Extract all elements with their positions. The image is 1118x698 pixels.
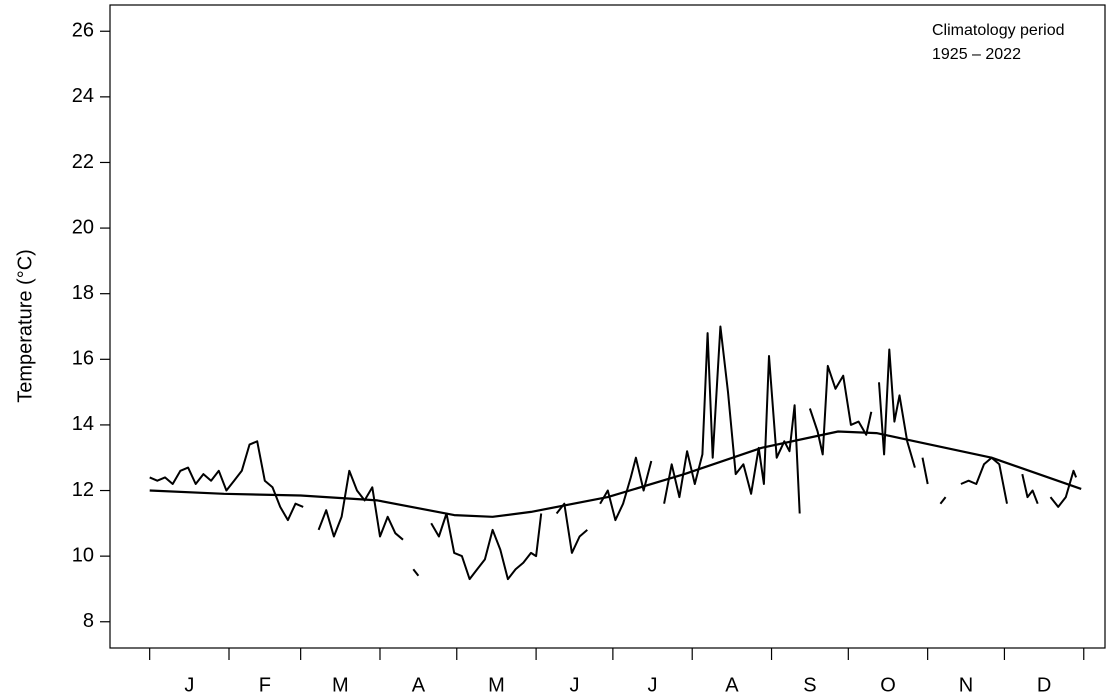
line-series <box>921 457 929 485</box>
line-series <box>149 430 1082 518</box>
y-tick-label: 14 <box>72 413 94 435</box>
line-series <box>878 348 916 468</box>
line-series <box>555 502 588 554</box>
x-tick-label: O <box>880 674 896 696</box>
x-tick-label: J <box>569 674 579 696</box>
y-axis-label: Temperature (°C) <box>14 249 36 403</box>
y-tick-label: 12 <box>72 479 94 501</box>
line-series <box>808 364 873 456</box>
y-tick-label: 26 <box>72 20 94 42</box>
y-tick-label: 18 <box>72 282 94 304</box>
y-tick-label: 16 <box>72 348 94 370</box>
y-tick-label: 20 <box>72 216 94 238</box>
line-series <box>1021 473 1039 505</box>
y-tick-label: 24 <box>72 85 94 107</box>
y-tick-label: 22 <box>72 151 94 173</box>
line-series <box>149 440 304 522</box>
x-tick-label: M <box>488 674 505 696</box>
x-tick-label: A <box>725 674 739 696</box>
plot-frame <box>109 4 1106 649</box>
line-series <box>663 325 801 514</box>
line-series <box>430 512 543 581</box>
line-series <box>960 456 1008 504</box>
x-tick-label: M <box>332 674 349 696</box>
line-series <box>317 469 404 541</box>
x-tick-label: A <box>412 674 426 696</box>
line-series <box>939 496 947 505</box>
x-tick-label: D <box>1037 674 1051 696</box>
x-tick-label: J <box>648 674 658 696</box>
x-tick-label: J <box>184 674 194 696</box>
line-series <box>412 568 420 577</box>
annotation: 1925 – 2022 <box>932 46 1021 63</box>
y-tick-label: 8 <box>83 610 94 632</box>
x-tick-label: S <box>803 674 816 696</box>
line-series <box>1049 469 1078 508</box>
annotation: Climatology period <box>932 22 1065 39</box>
x-tick-label: N <box>959 674 973 696</box>
y-tick-label: 10 <box>72 544 94 566</box>
line-series <box>599 456 653 522</box>
x-tick-label: F <box>259 674 271 696</box>
